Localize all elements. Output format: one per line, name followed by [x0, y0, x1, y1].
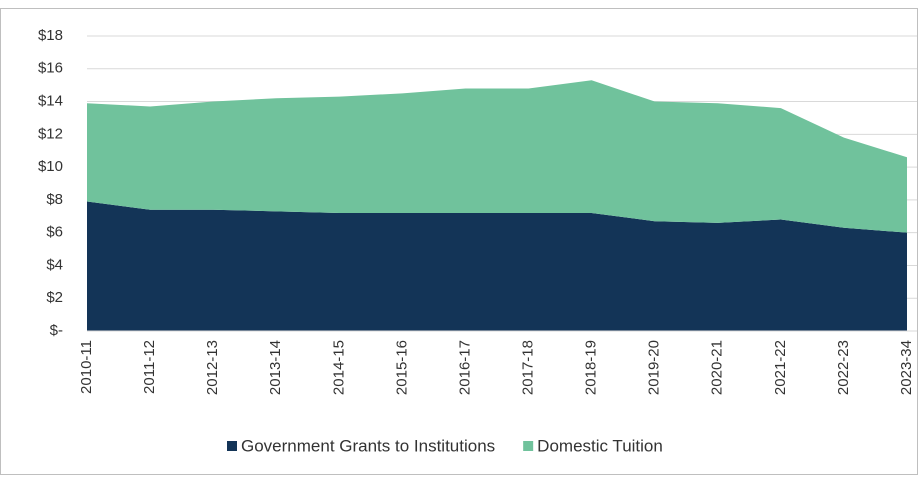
x-tick-label: 2020-21 [709, 340, 726, 395]
y-tick-label: $14 [38, 93, 63, 110]
x-tick-label: 2019-20 [646, 340, 663, 395]
x-tick-label: 2017-18 [520, 340, 537, 395]
x-tick-label: 2015-16 [393, 340, 410, 395]
x-tick-label: 2021-22 [772, 340, 789, 395]
y-tick-label: $18 [38, 27, 63, 44]
x-tick-label: 2012-13 [204, 340, 221, 395]
y-tick-label: $2 [46, 289, 63, 306]
labels: $- $2 $4 $6 $8 $10 $12 $14 $16 $18 2010-11 2011-12 2… [38, 27, 915, 456]
legend-swatch [523, 441, 534, 451]
x-tick-label: 2016-17 [456, 340, 473, 395]
x-tick-label: 2010-11 [78, 340, 95, 394]
x-tick-label: 2018-19 [583, 340, 600, 395]
x-tick-label: 2013-14 [267, 340, 284, 395]
x-tick-label: 2023-34 [898, 340, 915, 395]
legend-label: Domestic Tuition [537, 436, 663, 455]
chart-border [0, 8, 918, 475]
x-tick-label: 2011-12 [141, 340, 158, 394]
y-tick-label: $16 [38, 60, 63, 77]
areas [87, 80, 907, 331]
y-tick-label: $10 [38, 158, 63, 175]
y-tick-label: $- [50, 322, 63, 339]
area [87, 80, 907, 233]
x-tick-label: 2022-23 [835, 340, 852, 395]
legend-swatch [227, 441, 237, 451]
y-tick-label: $8 [46, 191, 63, 208]
area [87, 201, 907, 331]
y-tick-label: $12 [38, 125, 63, 142]
y-tick-label: $4 [46, 256, 63, 273]
x-tick-label: 2014-15 [330, 340, 347, 395]
y-tick-label: $6 [46, 224, 63, 241]
legend-label: Government Grants to Institutions [241, 436, 495, 455]
